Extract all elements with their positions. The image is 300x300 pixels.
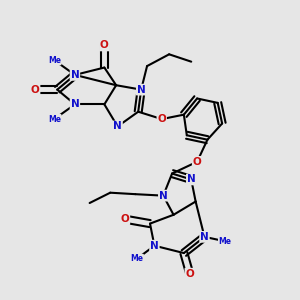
Text: O: O xyxy=(121,214,129,224)
Text: O: O xyxy=(193,157,202,167)
Text: N: N xyxy=(187,174,196,184)
Text: Me: Me xyxy=(48,56,61,65)
Text: N: N xyxy=(113,122,122,131)
Text: N: N xyxy=(137,85,146,94)
Text: N: N xyxy=(70,99,79,110)
Text: O: O xyxy=(158,114,166,124)
Text: Me: Me xyxy=(130,254,143,263)
Text: O: O xyxy=(31,85,40,94)
Text: Me: Me xyxy=(48,115,61,124)
Text: N: N xyxy=(200,232,209,242)
Text: Me: Me xyxy=(219,237,232,246)
Text: O: O xyxy=(100,40,109,50)
Text: O: O xyxy=(185,269,194,279)
Text: N: N xyxy=(70,70,79,80)
Text: N: N xyxy=(150,241,159,251)
Text: N: N xyxy=(159,190,168,201)
